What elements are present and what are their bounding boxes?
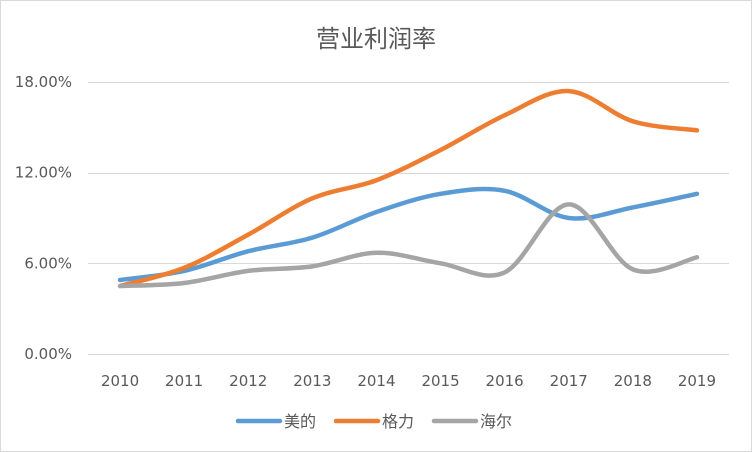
legend-label: 格力 — [382, 412, 414, 431]
legend-item-2: 格力 — [333, 412, 414, 431]
series-group — [117, 88, 700, 289]
data-point — [566, 89, 571, 94]
data-point — [630, 267, 635, 272]
y-tick-label: 6.00% — [24, 254, 72, 272]
y-tick-label: 12.00% — [15, 164, 72, 182]
data-point — [310, 235, 315, 240]
x-tick-label: 2012 — [229, 372, 267, 390]
x-tick-label: 2019 — [678, 372, 716, 390]
x-tick-label: 2018 — [614, 372, 652, 390]
chart-title: 营业利润率 — [316, 25, 436, 53]
legend: 美的 格力 海尔 — [235, 412, 512, 431]
data-point — [438, 148, 443, 153]
legend-item-3: 海尔 — [431, 412, 512, 431]
series-1 — [117, 186, 700, 283]
data-point — [566, 216, 571, 221]
data-point — [694, 255, 699, 260]
data-point — [438, 261, 443, 266]
x-tick-label: 2011 — [165, 372, 203, 390]
data-point — [310, 264, 315, 269]
series-line-1 — [117, 186, 700, 283]
data-point — [310, 196, 315, 201]
data-point — [502, 113, 507, 118]
y-tick-label: 0.00% — [24, 345, 72, 363]
x-tick-label: 2017 — [550, 372, 588, 390]
data-point — [118, 284, 123, 289]
series-3 — [117, 202, 700, 289]
legend-label: 美的 — [284, 412, 316, 431]
data-point — [630, 205, 635, 210]
data-point — [630, 119, 635, 124]
data-point — [374, 250, 379, 255]
legend-label: 海尔 — [480, 412, 512, 431]
series-line-3 — [117, 202, 700, 289]
series-2 — [117, 88, 700, 289]
data-point — [438, 191, 443, 196]
data-point — [374, 178, 379, 183]
data-point — [246, 249, 251, 254]
data-point — [502, 188, 507, 193]
data-point — [694, 191, 699, 196]
data-point — [118, 277, 123, 282]
x-axis: 2010 2011 2012 2013 2014 2015 2016 2017 2018 2019 — [101, 372, 716, 390]
y-axis: 0.00% 6.00% 12.00% 18.00% — [15, 73, 72, 363]
x-tick-label: 2010 — [101, 372, 139, 390]
data-point — [246, 232, 251, 237]
series-line-2 — [117, 88, 700, 289]
x-tick-label: 2015 — [421, 372, 459, 390]
data-point — [182, 280, 187, 285]
data-point — [566, 202, 571, 207]
data-point — [246, 268, 251, 273]
y-tick-label: 18.00% — [15, 73, 72, 91]
x-tick-label: 2016 — [486, 372, 524, 390]
data-point — [502, 270, 507, 275]
legend-item-1: 美的 — [235, 412, 316, 431]
x-tick-label: 2013 — [293, 372, 331, 390]
data-point — [182, 265, 187, 270]
x-tick-label: 2014 — [357, 372, 395, 390]
data-point — [374, 209, 379, 214]
data-point — [694, 128, 699, 133]
